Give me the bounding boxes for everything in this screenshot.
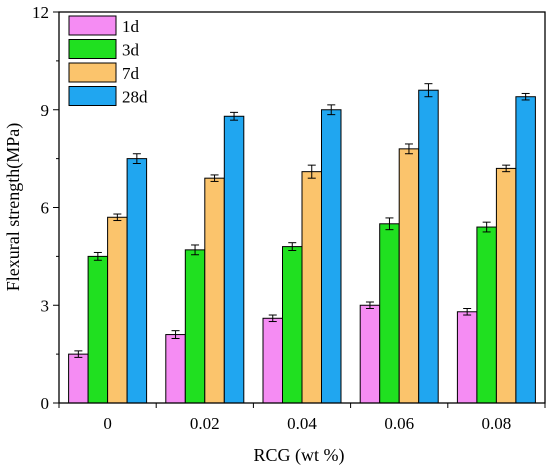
bar-1d-0.04 xyxy=(262,317,283,404)
bar-7d-0.04 xyxy=(301,171,322,404)
bar-7d-0 xyxy=(107,216,128,404)
legend-swatch-7d xyxy=(68,62,117,83)
plot-area: 0 3 6 9 12 0 0.02 0.04 0.06 0.08 xyxy=(32,3,546,433)
y-tick-label-12: 12 xyxy=(32,3,49,22)
legend: 1d 3d 7d 28d xyxy=(68,15,148,107)
x-axis-title: RCG (wt %) xyxy=(254,445,345,466)
bar-1d-0.02 xyxy=(165,334,186,404)
legend-swatch-28d xyxy=(68,86,117,106)
y-tick-label-0: 0 xyxy=(41,394,50,413)
bar-28d-0.04 xyxy=(321,109,342,404)
bar-3d-0 xyxy=(87,255,109,404)
x-tick-label-0.06: 0.06 xyxy=(384,414,414,433)
bar-1d-0.08 xyxy=(456,311,478,404)
legend-label-7d: 7d xyxy=(122,64,140,83)
bar-3d-0.04 xyxy=(282,246,303,404)
y-tick-label-3: 3 xyxy=(41,296,50,315)
bar-1d-0 xyxy=(68,353,89,404)
bar-28d-0.02 xyxy=(223,115,245,404)
bar-7d-0.02 xyxy=(204,177,225,404)
legend-label-1d: 1d xyxy=(122,17,140,36)
bar-7d-0.08 xyxy=(495,167,517,404)
x-tick-label-0: 0 xyxy=(103,414,112,433)
legend-label-3d: 3d xyxy=(122,41,140,60)
legend-swatch-1d xyxy=(68,15,117,36)
x-tick-label-0.08: 0.08 xyxy=(482,414,512,433)
x-tick-label-0.02: 0.02 xyxy=(190,414,220,433)
legend-label-28d: 28d xyxy=(122,88,148,107)
y-tick-label-6: 6 xyxy=(41,199,50,218)
x-tick-label-0.04: 0.04 xyxy=(287,414,317,433)
bar-1d-0.06 xyxy=(359,304,381,404)
bar-3d-0.02 xyxy=(184,249,206,404)
bar-28d-0 xyxy=(126,158,148,404)
bar-3d-0.08 xyxy=(476,226,497,404)
bar-7d-0.06 xyxy=(398,148,420,404)
y-axis-title: Flexural strength(MPa) xyxy=(3,123,24,291)
y-tick-label-9: 9 xyxy=(41,101,50,120)
bar-28d-0.08 xyxy=(515,96,536,404)
bar-3d-0.06 xyxy=(379,223,400,404)
bar-28d-0.06 xyxy=(418,89,439,404)
legend-swatch-3d xyxy=(68,39,117,59)
